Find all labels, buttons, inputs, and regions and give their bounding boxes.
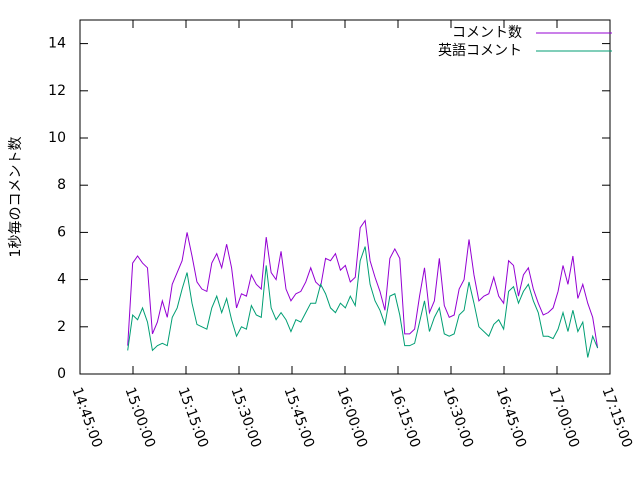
- x-tick-label: 15:15:00: [174, 385, 211, 450]
- y-tick-label: 4: [57, 272, 66, 288]
- y-tick-label: 0: [57, 366, 66, 382]
- y-tick-label: 10: [48, 130, 66, 146]
- x-tick-label: 15:00:00: [121, 385, 158, 450]
- y-tick-label: 6: [57, 224, 66, 240]
- data-line: [127, 219, 599, 349]
- y-tick-label: 2: [57, 319, 66, 335]
- y-axis-label: 1秒毎のコメント数: [8, 137, 24, 258]
- y-tick-label: 12: [48, 83, 66, 99]
- data-line: [127, 246, 599, 358]
- x-tick-label: 16:00:00: [333, 385, 370, 450]
- y-tick-label: 8: [57, 177, 66, 193]
- x-tick-label: 15:30:00: [227, 385, 264, 450]
- y-tick-label: 14: [48, 36, 66, 52]
- x-tick-label: 14:45:00: [68, 385, 105, 450]
- legend-label: 英語コメント: [438, 42, 522, 59]
- x-tick-label: 16:30:00: [439, 385, 476, 450]
- plot-frame: [79, 19, 611, 375]
- x-tick-label: 17:15:00: [598, 385, 635, 450]
- x-tick-label: 16:15:00: [386, 385, 423, 450]
- legend-label: コメント数: [452, 25, 522, 41]
- x-tick-label: 15:45:00: [280, 385, 317, 450]
- x-tick-label: 17:00:00: [545, 385, 582, 450]
- x-tick-label: 16:45:00: [492, 385, 529, 450]
